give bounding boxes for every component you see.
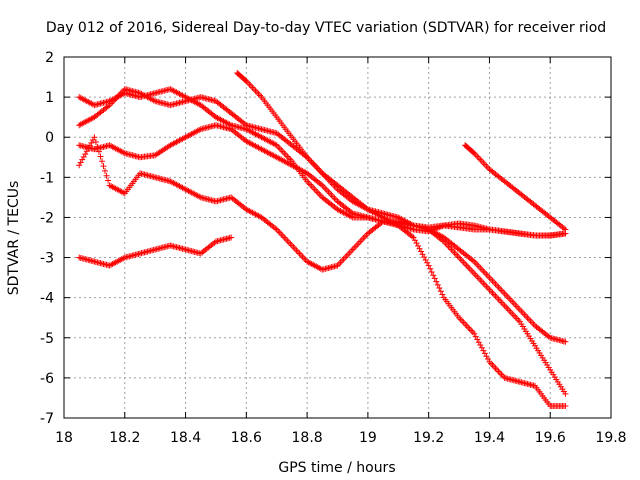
data-point <box>437 288 444 295</box>
data-point <box>102 167 109 174</box>
data-point <box>100 163 107 170</box>
plot-frame <box>63 56 612 419</box>
data-point <box>91 134 98 141</box>
data-point <box>562 402 569 409</box>
chart-title: Day 012 of 2016, Sidereal Day-to-day VTE… <box>46 20 606 36</box>
data-point <box>478 344 485 351</box>
series-s4 <box>76 134 569 409</box>
data-point <box>480 347 487 354</box>
data-point <box>483 353 490 360</box>
data-point <box>92 139 99 146</box>
x-tick-label: 19.2 <box>413 430 444 446</box>
y-tick-label: -4 <box>40 291 54 307</box>
data-point <box>228 234 235 241</box>
data-point <box>427 265 434 272</box>
data-point <box>430 272 437 279</box>
y-tick-label: -1 <box>40 170 54 186</box>
data-point <box>475 339 482 346</box>
series-s1 <box>76 86 569 239</box>
data-point <box>439 291 446 298</box>
y-tick-label: 0 <box>45 130 54 146</box>
y-tick-label: -6 <box>40 371 54 387</box>
data-point <box>477 341 484 348</box>
data-point <box>88 139 95 146</box>
series-s3 <box>76 122 569 397</box>
data-point <box>83 148 90 155</box>
data-point <box>562 338 569 345</box>
data-point <box>434 281 441 288</box>
x-tick-label: 18.4 <box>170 430 201 446</box>
x-tick-label: 18.8 <box>292 430 323 446</box>
data-point <box>79 156 86 163</box>
data-point <box>413 240 420 247</box>
x-axis-label: GPS time / hours <box>278 460 395 476</box>
x-tick-label: 18 <box>55 430 73 446</box>
data-point <box>419 251 426 258</box>
data-point <box>431 275 438 282</box>
data-point <box>422 256 429 263</box>
data-point <box>94 143 101 150</box>
data-point <box>103 172 110 179</box>
data-point <box>484 356 491 363</box>
data-point <box>411 237 418 244</box>
data-point <box>415 242 422 249</box>
data-point <box>425 262 432 269</box>
data-point <box>80 153 87 160</box>
y-tick-label: 2 <box>45 50 54 66</box>
data-point <box>76 162 83 169</box>
x-tick-label: 18.2 <box>109 430 140 446</box>
x-tick-label: 19.4 <box>474 430 505 446</box>
data-point <box>472 333 479 340</box>
data-point <box>418 248 425 255</box>
data-point <box>436 285 443 292</box>
series-s6 <box>234 70 569 239</box>
series-s2 <box>76 86 569 345</box>
data-point <box>105 177 112 184</box>
y-tick-label: -5 <box>40 331 54 347</box>
y-axis-label: SDTVAR / TECUs <box>6 181 22 296</box>
x-tick-label: 19.8 <box>595 430 626 446</box>
x-tick-label: 19 <box>359 430 377 446</box>
data-point <box>77 159 84 166</box>
grid-lines <box>64 57 611 418</box>
x-tick-label: 18.6 <box>231 430 262 446</box>
y-tick-label: 1 <box>45 90 54 106</box>
y-tick-label: -2 <box>40 210 54 226</box>
data-point <box>433 278 440 285</box>
data-point <box>416 245 423 252</box>
data-point <box>98 158 105 165</box>
series-s5 <box>76 234 235 269</box>
data-point <box>428 268 435 275</box>
data-point <box>421 254 428 261</box>
y-tick-label: -3 <box>40 251 54 267</box>
data-point <box>562 390 569 397</box>
x-tick-label: 19.6 <box>535 430 566 446</box>
data-marks <box>76 70 569 409</box>
data-point <box>424 259 431 266</box>
data-point <box>562 226 569 233</box>
series-s7 <box>462 142 569 233</box>
data-point <box>95 148 102 155</box>
y-tick-label: -7 <box>40 411 54 427</box>
data-point <box>481 350 488 357</box>
data-point <box>97 153 104 160</box>
data-point <box>82 151 89 158</box>
tick-labels: 18 18.2 18.4 18.6 18.8 19 19.2 19.4 19.6 19.8 2 1 0 -… <box>40 50 627 446</box>
